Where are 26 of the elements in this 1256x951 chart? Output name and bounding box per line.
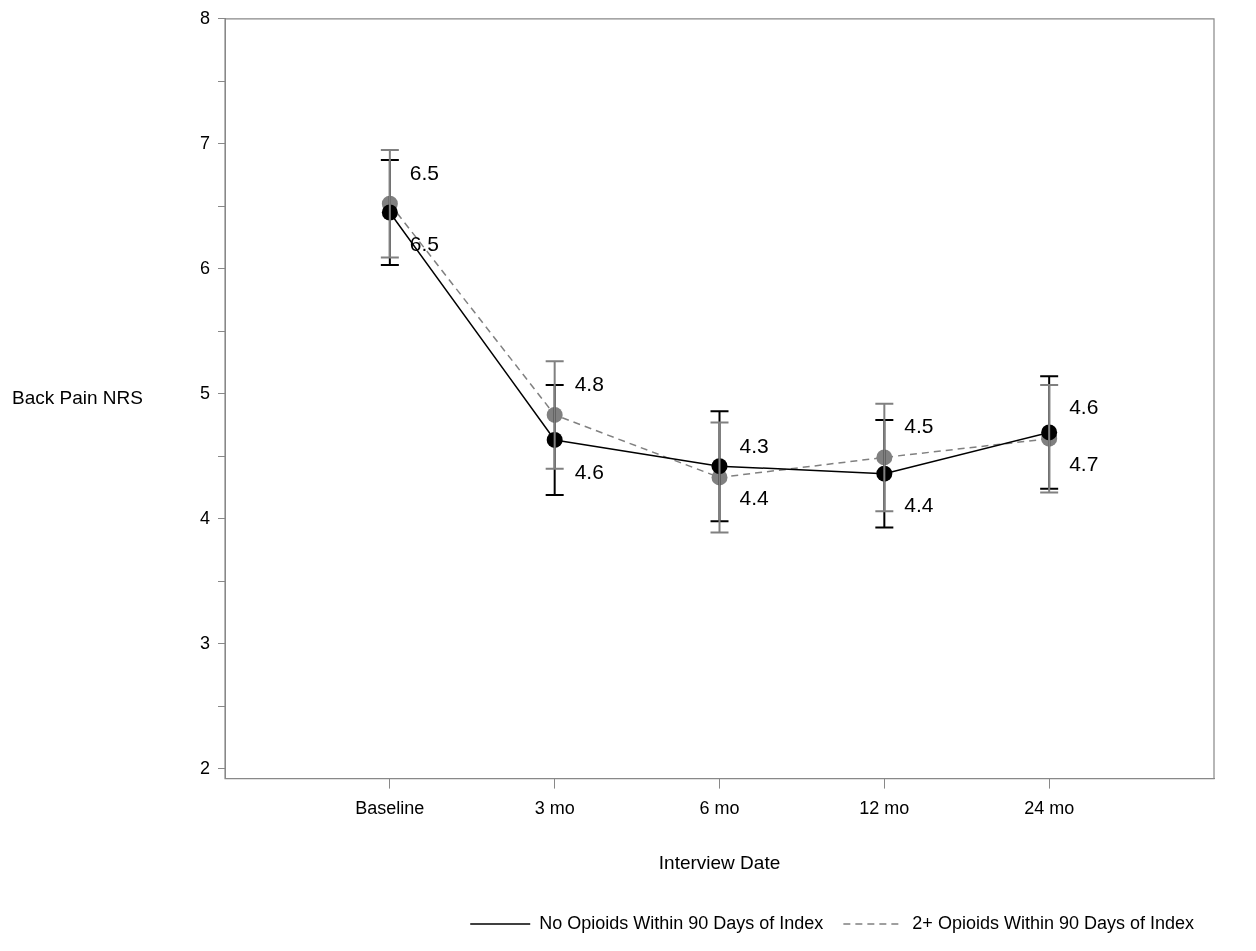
- y-axis-title: Back Pain NRS: [12, 386, 143, 408]
- x-tick-label: Baseline: [355, 798, 425, 819]
- data-label: 4.4: [904, 493, 934, 517]
- y-tick-label: 6: [200, 257, 211, 278]
- x-axis-title: Interview Date: [658, 851, 781, 873]
- data-label: 4.7: [1069, 452, 1099, 476]
- y-tick-label: 3: [200, 632, 211, 653]
- x-tick-label: 3 mo: [534, 798, 575, 819]
- x-tick-label: 24 mo: [1024, 798, 1075, 819]
- data-label: 4.8: [574, 371, 604, 395]
- y-tick-label: 2: [200, 757, 211, 778]
- x-tick-label: 6 mo: [699, 798, 740, 819]
- y-tick-label: 7: [200, 132, 211, 153]
- y-tick-label: 4: [200, 507, 211, 528]
- y-tick-label: 8: [200, 7, 211, 28]
- legend-label: 2+ Opioids Within 90 Days of Index: [912, 912, 1195, 933]
- data-label: 6.5: [409, 160, 440, 184]
- data-label: 4.6: [574, 459, 604, 483]
- y-tick-label: 5: [200, 382, 211, 403]
- data-label: 6.5: [409, 232, 440, 256]
- data-label: 4.5: [904, 414, 934, 438]
- x-tick-label: 12 mo: [859, 798, 910, 819]
- data-label: 4.6: [1069, 395, 1099, 419]
- legend-label: No Opioids Within 90 Days of Index: [539, 912, 824, 933]
- data-label: 4.4: [739, 485, 770, 509]
- data-label: 4.3: [739, 434, 769, 458]
